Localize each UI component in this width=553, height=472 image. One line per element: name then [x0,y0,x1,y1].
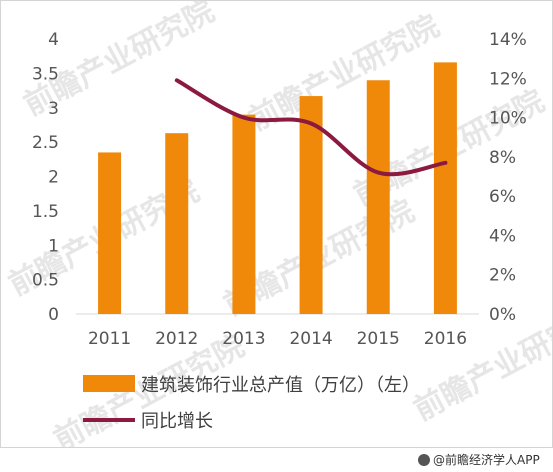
bar-2011 [98,152,122,314]
bar-2013 [232,114,256,314]
right-tick-label-6: 12% [489,69,527,89]
right-axis: 0% 2% 4% 6% 8% 10% 12% 14% [489,30,527,325]
chart-frame: 前瞻产业研究院前瞻产业研究院前瞻产业研究院前瞻产业研究院前瞻产业研究院前瞻产业研… [0,0,553,448]
watermark-text-5: 前瞻产业研究院 [408,299,552,428]
right-tick-label-2: 4% [489,226,516,246]
x-tick-label-2013: 2013 [222,329,265,349]
x-tick-label-2015: 2015 [357,329,400,349]
x-tick-label-2014: 2014 [289,329,332,349]
left-axis: 0 0.5 1 1.5 2 2.5 3 3.5 4 [32,30,59,325]
right-tick-label-4: 8% [489,148,516,168]
x-tick-label-2011: 2011 [88,329,131,349]
source-credit: @前瞻经济学人APP [418,451,540,468]
growth-line-series [174,78,448,177]
combo-chart: 前瞻产业研究院前瞻产业研究院前瞻产业研究院前瞻产业研究院前瞻产业研究院前瞻产业研… [3,1,552,447]
bar-2012 [165,133,189,314]
bar-2014 [299,96,323,314]
left-tick-label-1: 0.5 [32,271,59,291]
legend-label-line: 同比增长 [141,411,213,432]
right-tick-label-0: 0% [489,305,516,325]
left-tick-label-0: 0 [48,305,59,325]
right-tick-label-3: 6% [489,187,516,207]
brand-logo-icon [418,454,430,466]
bar-2016 [433,62,457,314]
x-tick-label-2012: 2012 [155,329,198,349]
left-tick-label-3: 1.5 [32,202,59,222]
right-tick-label-5: 10% [489,109,527,129]
bar-2015 [366,80,390,314]
left-tick-label-2: 1 [48,236,59,256]
left-tick-label-6: 3 [48,99,59,119]
left-tick-label-4: 2 [48,168,59,188]
left-tick-label-5: 2.5 [32,133,59,153]
right-tick-label-7: 14% [489,30,527,50]
legend: 建筑装饰行业总产值（万亿）（左） 同比增长 [83,375,420,432]
x-tick-label-2016: 2016 [424,329,467,349]
left-tick-label-7: 3.5 [32,64,59,84]
bar-series [98,62,457,314]
source-text: @前瞻经济学人APP [433,453,540,467]
right-tick-label-1: 2% [489,266,516,286]
legend-swatch-bar [83,375,135,392]
legend-label-bar: 建筑装饰行业总产值（万亿）（左） [141,375,420,396]
x-axis-labels: 2011 2012 2013 2014 2015 2016 [88,329,467,349]
left-tick-label-8: 4 [48,30,59,50]
